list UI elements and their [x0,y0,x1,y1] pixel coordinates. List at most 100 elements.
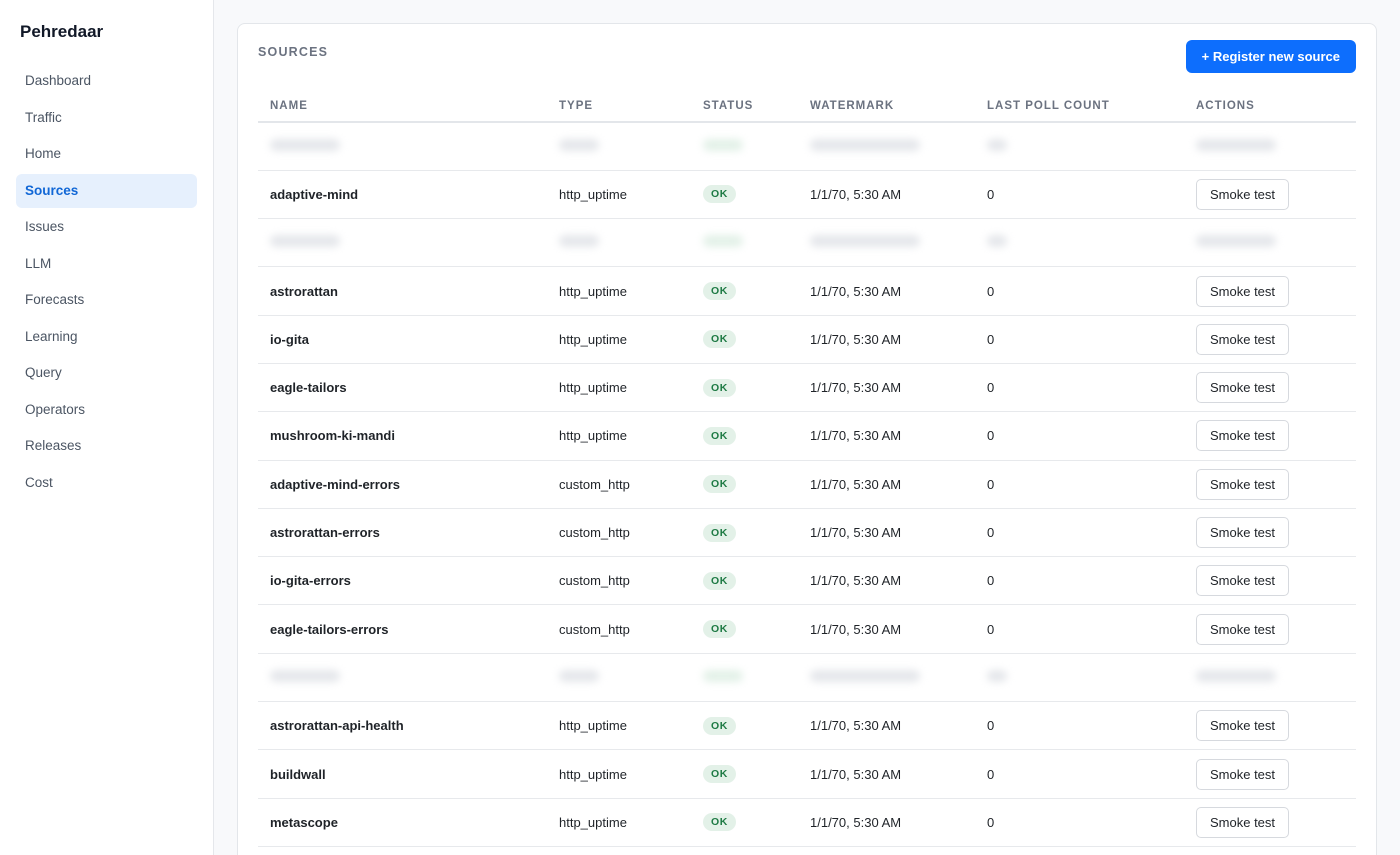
sidebar-item-releases[interactable]: Releases [25,438,82,453]
table-header-row: NAME TYPE STATUS WATERMARK LAST POLL COU… [258,90,1356,123]
last-poll-count: 0 [975,315,1184,364]
source-type: http_uptime [547,266,691,316]
status-cell: OK [691,170,798,220]
redacted-cell [559,235,599,248]
sidebar-item-forecasts[interactable]: Forecasts [25,292,85,307]
sources-card: SOURCES + Register new source NAME TYPE … [237,23,1377,855]
column-header-type: TYPE [547,90,691,123]
smoke-test-button[interactable]: Smoke test [1196,178,1290,210]
redacted-cell [703,235,743,248]
table-row: buildwall http_uptime OK 1/1/70, 5:30 AM 0 Sm… [258,749,1356,799]
table-row-redacted [258,218,1356,268]
sidebar-item-cost[interactable]: Cost [25,474,53,490]
smoke-test-button[interactable]: Smoke test [1196,758,1290,790]
table-row: astrorattan-errors custom_http OK 1/1/70, 5… [258,508,1356,558]
status-badge: OK [703,282,736,301]
last-poll-count: 0 [975,411,1184,461]
status-badge: OK [703,330,736,349]
source-name: eagle-tailors [258,363,547,413]
actions-cell: Smoke test [1184,170,1356,220]
source-name: astrorattan-errors [258,508,547,558]
watermark: 1/1/70, 5:30 AM [798,411,975,461]
status-badge: OK [703,426,736,445]
status-cell: OK [691,701,798,751]
watermark: 1/1/70, 5:30 AM [798,363,975,413]
actions-cell: Smoke test [1184,701,1356,751]
status-badge: OK [703,813,736,832]
table-row: io-gita-errors custom_http OK 1/1/70, 5:30 … [258,556,1356,606]
last-poll-count: 0 [975,460,1184,509]
smoke-test-button[interactable]: Smoke test [1196,806,1290,838]
smoke-test-button[interactable]: Smoke test [1196,275,1290,307]
sidebar-item-traffic[interactable]: Traffic [25,109,62,125]
source-name: io-gita [258,315,547,364]
smoke-test-button[interactable]: Smoke test [1196,613,1290,645]
actions-cell: Smoke test [1184,749,1356,799]
status-cell: OK [691,749,798,799]
source-type: http_uptime [547,315,691,364]
sidebar-item-learning[interactable]: Learning [25,328,78,344]
source-name: io-gita-errors [258,556,547,606]
status-cell: OK [691,460,798,509]
smoke-test-button[interactable]: Smoke test [1196,420,1290,452]
status-badge: OK [703,185,736,204]
smoke-test-button[interactable]: Smoke test [1196,565,1290,597]
status-cell: OK [691,411,798,461]
table-row: mushroom-ki-mandi http_uptime OK 1/1/70, 5:… [258,411,1356,461]
smoke-test-button[interactable]: Smoke test [1196,517,1290,549]
source-name: adaptive-mind [258,170,547,220]
source-name: buildwall [258,749,547,799]
actions-cell: Smoke test [1184,315,1356,364]
last-poll-count: 0 [975,508,1184,558]
watermark: 1/1/70, 5:30 AM [798,315,975,364]
smoke-test-button[interactable]: Smoke test [1196,468,1290,500]
source-name: eagle-tailors-errors [258,604,547,654]
status-badge: OK [703,765,736,783]
main-content: SOURCES + Register new source NAME TYPE … [214,0,1400,855]
last-poll-count: 0 [975,604,1184,654]
column-header-status: STATUS [691,90,798,123]
page-title: SOURCES [258,45,329,59]
status-badge: OK [703,523,736,542]
table-row: adaptive-mind-errors custom_http OK 1/1/70,… [258,460,1356,509]
watermark: 1/1/70, 5:30 AM [798,266,975,316]
register-source-button[interactable]: + Register new source [1185,40,1356,73]
watermark: 1/1/70, 5:30 AM [798,508,975,558]
redacted-cell [1196,235,1276,248]
status-cell: OK [691,508,798,558]
sidebar-item-issues[interactable]: Issues [25,219,65,234]
redacted-cell [810,235,920,248]
redacted-cell [270,138,340,151]
watermark: 1/1/70, 5:30 AM [798,170,975,220]
sidebar-item-sources[interactable]: Sources [16,173,197,208]
source-name: metascope [258,798,547,847]
actions-cell: Smoke test [1184,508,1356,558]
table-row: astrorattan-api-health http_uptime OK 1/1/7… [258,701,1356,751]
redacted-cell [270,669,340,682]
redacted-cell [270,235,340,248]
table-row: metascope http_uptime OK 1/1/70, 5:30 AM 0 Sm… [258,798,1356,847]
last-poll-count: 0 [975,701,1184,751]
status-cell: OK [691,315,798,364]
sidebar-item-query[interactable]: Query [25,365,62,380]
sidebar-item-llm[interactable]: LLM [25,255,52,271]
table-row: astrorattan http_uptime OK 1/1/70, 5:30 AM 0… [258,266,1356,316]
smoke-test-button[interactable]: Smoke test [1196,710,1290,742]
smoke-test-button[interactable]: Smoke test [1196,372,1290,404]
watermark: 1/1/70, 5:30 AM [798,556,975,606]
last-poll-count: 0 [975,556,1184,606]
sidebar-item-dashboard[interactable]: Dashboard [25,73,92,88]
smoke-test-button[interactable]: Smoke test [1196,323,1290,355]
source-name: astrorattan-api-health [258,701,547,751]
redacted-cell [810,669,920,682]
sidebar-item-operators[interactable]: Operators [25,401,86,417]
redacted-cell [987,235,1007,248]
source-name: astrorattan [258,266,547,316]
sidebar: Pehredaar Dashboard Traffic Home Sources Iss… [0,0,214,855]
sidebar-item-home[interactable]: Home [25,146,62,161]
redacted-cell [1196,138,1276,151]
app-title: Pehredaar [20,22,104,41]
column-header-name: NAME [258,90,547,123]
actions-cell: Smoke test [1184,411,1356,461]
actions-cell: Smoke test [1184,460,1356,509]
